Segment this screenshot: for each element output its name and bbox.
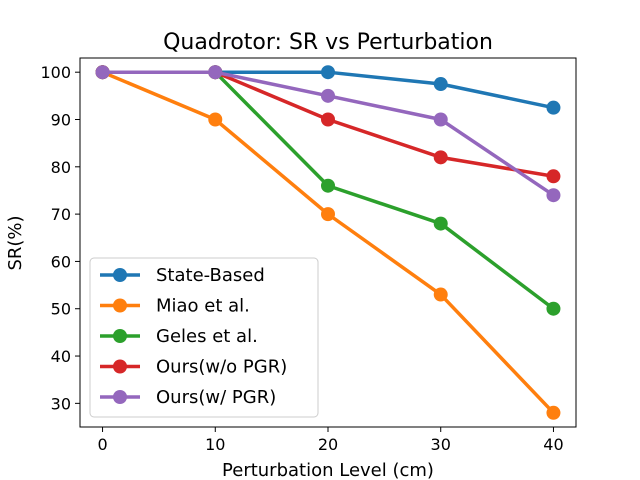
y-tick-label: 100 bbox=[40, 63, 71, 82]
legend-label: State-Based bbox=[156, 265, 265, 286]
chart-title: Quadrotor: SR vs Perturbation bbox=[163, 30, 493, 55]
x-tick-label: 30 bbox=[431, 435, 451, 454]
legend-label: Ours(w/ PGR) bbox=[156, 387, 276, 408]
data-point bbox=[546, 169, 561, 184]
data-point bbox=[546, 301, 561, 316]
data-point bbox=[433, 77, 448, 92]
data-point bbox=[433, 150, 448, 165]
legend-swatch-marker bbox=[113, 359, 127, 374]
legend: State-Based Miao et al. Geles et al. Ours(w… bbox=[89, 257, 319, 418]
x-axis-label: Perturbation Level (cm) bbox=[222, 460, 434, 480]
x-axis: 0 10 20 30 40 bbox=[97, 427, 564, 454]
legend-swatch-marker bbox=[113, 298, 127, 313]
legend-label: Miao et al. bbox=[156, 296, 250, 317]
data-point bbox=[546, 100, 561, 115]
data-point bbox=[433, 112, 448, 127]
y-tick-label: 50 bbox=[51, 300, 71, 319]
legend-label: Ours(w/o PGR) bbox=[156, 357, 287, 378]
data-point bbox=[546, 188, 561, 203]
x-tick-label: 10 bbox=[205, 435, 225, 454]
legend-item: Geles et al. bbox=[100, 326, 258, 347]
legend-swatch-marker bbox=[113, 268, 127, 282]
data-point bbox=[321, 207, 335, 222]
y-tick-label: 70 bbox=[51, 205, 71, 224]
legend-item: State-Based bbox=[100, 265, 265, 286]
x-tick-label: 40 bbox=[543, 435, 563, 454]
data-point bbox=[95, 65, 110, 80]
data-point bbox=[321, 65, 335, 80]
legend-swatch-marker bbox=[113, 329, 127, 343]
data-point bbox=[321, 178, 335, 193]
series-ours-w-o-pgr bbox=[95, 65, 561, 184]
legend-item: Miao et al. bbox=[100, 296, 250, 317]
x-tick-label: 20 bbox=[318, 435, 338, 454]
y-axis: 30 40 50 60 70 80 90 100 bbox=[40, 63, 80, 413]
data-point bbox=[546, 405, 561, 420]
data-point bbox=[433, 287, 448, 302]
legend-box bbox=[89, 257, 319, 418]
data-point bbox=[208, 112, 223, 127]
y-tick-label: 60 bbox=[51, 252, 71, 271]
data-point bbox=[321, 112, 335, 127]
legend-item: Ours(w/o PGR) bbox=[100, 357, 287, 378]
y-tick-label: 40 bbox=[51, 347, 71, 366]
legend-swatch-marker bbox=[113, 390, 127, 404]
series-ours-w-pgr bbox=[95, 65, 561, 203]
y-tick-label: 30 bbox=[51, 394, 71, 413]
data-point bbox=[433, 216, 448, 231]
legend-label: Geles et al. bbox=[156, 326, 258, 347]
y-axis-label: SR(%) bbox=[5, 215, 26, 270]
data-point bbox=[208, 65, 223, 80]
x-tick-label: 0 bbox=[97, 435, 107, 454]
legend-item: Ours(w/ PGR) bbox=[100, 387, 276, 408]
y-tick-label: 80 bbox=[51, 158, 71, 177]
y-tick-label: 90 bbox=[51, 111, 71, 130]
data-point bbox=[321, 88, 335, 103]
series-layer bbox=[95, 65, 561, 420]
